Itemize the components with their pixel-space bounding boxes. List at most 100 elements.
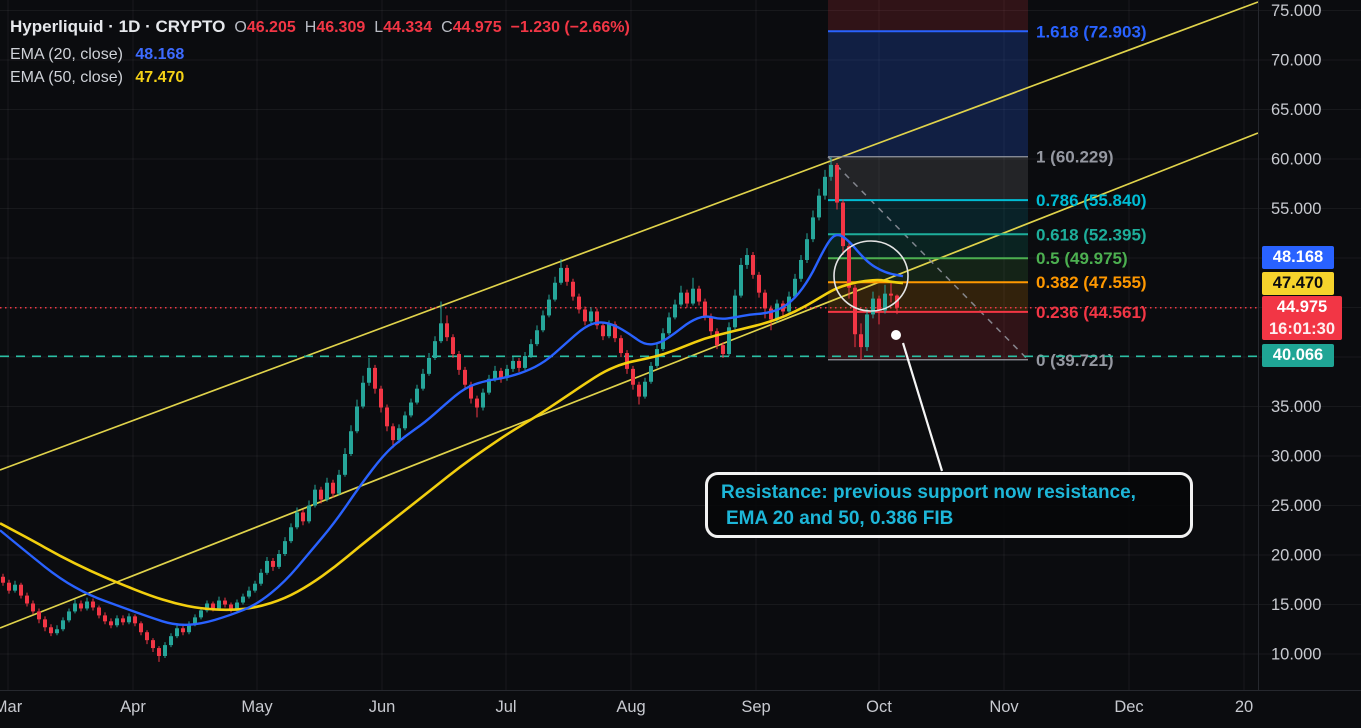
fib-levels: 1.618 (72.903) 1 (60.229) 0.786 (55.840) 0.… (828, 22, 1147, 370)
candle-body (463, 369, 467, 385)
low-value: 44.334 (383, 19, 433, 36)
badge-price: 40.066 (1272, 346, 1324, 364)
candle-body (271, 560, 275, 567)
candle-body (61, 620, 65, 630)
candle-body (13, 584, 17, 591)
callout-anchor-dot[interactable] (891, 330, 901, 340)
highlight-circle[interactable] (833, 240, 909, 312)
candle-body (313, 489, 317, 506)
price-axis-label: 15.000 (1271, 596, 1321, 614)
time-axis-separator[interactable] (0, 690, 1361, 691)
candle-body (187, 624, 191, 633)
ema50-value: 47.470 (135, 69, 185, 86)
candle-body (397, 428, 401, 441)
fib-level-label: 0.5 (49.975) (1036, 249, 1128, 268)
candle-body (775, 303, 779, 320)
candle-body (613, 324, 617, 339)
channel-upper[interactable] (0, 1, 1259, 471)
high-label: H (304, 19, 317, 36)
ema20-badge: 48.168 (1262, 246, 1334, 269)
resistance-annotation-box[interactable]: Resistance: previous support now resista… (705, 472, 1193, 538)
candle-body (679, 292, 683, 305)
candle-body (433, 341, 437, 358)
price-axis-label: 70.000 (1271, 52, 1321, 70)
candle-body (475, 398, 479, 408)
candle-body (199, 610, 203, 618)
candle-body (295, 512, 299, 528)
open-value: 46.205 (246, 19, 296, 36)
candle-body (355, 406, 359, 432)
time-axis-label: Aug (616, 698, 645, 716)
price-axis-label: 35.000 (1271, 398, 1321, 416)
candle-body (283, 541, 287, 555)
ema50-line[interactable] (0, 278, 904, 612)
candle-body (571, 281, 575, 297)
callout-line[interactable] (901, 342, 944, 472)
candle-body (175, 628, 179, 637)
candle-body (631, 368, 635, 385)
candle-body (235, 602, 239, 610)
fib-band (828, 311, 1028, 360)
candle-body (325, 482, 329, 500)
candle-body (415, 388, 419, 403)
candle-body (751, 255, 755, 275)
candle-body (517, 360, 521, 368)
ema50-legend-row[interactable]: EMA (50, close) 47.470 (10, 69, 184, 87)
price-axis-label: 25.000 (1271, 497, 1321, 515)
ema20-line[interactable] (0, 233, 904, 627)
candle-body (133, 616, 137, 624)
price-axis-separator[interactable] (1258, 0, 1259, 690)
time-axis-label: Jun (369, 698, 396, 716)
candle-body (259, 572, 263, 584)
fib-level-label: 0.786 (55.840) (1036, 191, 1147, 210)
candle-body (121, 618, 125, 623)
price-axis-label: 60.000 (1271, 151, 1321, 169)
fib-band (828, 156, 1028, 201)
fib-bands (828, 0, 1028, 360)
candle-body (703, 301, 707, 317)
candle-body (103, 615, 107, 622)
candle-body (85, 601, 89, 609)
candle-body (7, 582, 11, 591)
fib-band (828, 258, 1028, 283)
time-axis[interactable]: Mar Apr May Jun Jul Aug Sep Oct Nov Dec 20 (0, 698, 1253, 716)
candle-body (217, 600, 221, 609)
candle-body (817, 195, 821, 218)
candle-body (481, 392, 485, 408)
candle-body (727, 327, 731, 355)
candle-body (841, 202, 845, 247)
badge-price: 47.470 (1272, 274, 1324, 292)
candle-body (805, 239, 809, 260)
candle-body (181, 628, 185, 633)
candle-body (529, 344, 533, 357)
candle-body (667, 317, 671, 334)
candle-body (277, 554, 281, 567)
candle-body (709, 316, 713, 332)
candle-body (301, 512, 305, 522)
high-value: 46.309 (316, 19, 366, 36)
ema50-badge: 47.470 (1262, 272, 1334, 295)
candle-body (649, 365, 653, 382)
time-axis-label: May (241, 698, 273, 716)
candle-body (421, 373, 425, 389)
candle-body (193, 617, 197, 625)
candle-body (601, 325, 605, 337)
grid-lines (0, 0, 1361, 690)
candle-body (55, 629, 59, 634)
candle-body (97, 607, 101, 616)
channel-lower[interactable] (0, 132, 1259, 629)
candle-body (343, 454, 347, 475)
ema20-legend-row[interactable]: EMA (20, close) 48.168 (10, 46, 184, 64)
candle-body (811, 217, 815, 240)
candle-body (169, 636, 173, 646)
candle-body (877, 298, 881, 311)
symbol-legend-row[interactable]: Hyperliquid · 1D · CRYPTO O46.205 H46.309 L… (10, 17, 630, 37)
time-axis-label: Nov (989, 698, 1019, 716)
candle-body (565, 267, 569, 282)
candle-body (241, 596, 245, 603)
badge-countdown: 16:01:30 (1268, 320, 1336, 338)
price-axis-label: 20.000 (1271, 547, 1321, 565)
candle-body (487, 378, 491, 393)
